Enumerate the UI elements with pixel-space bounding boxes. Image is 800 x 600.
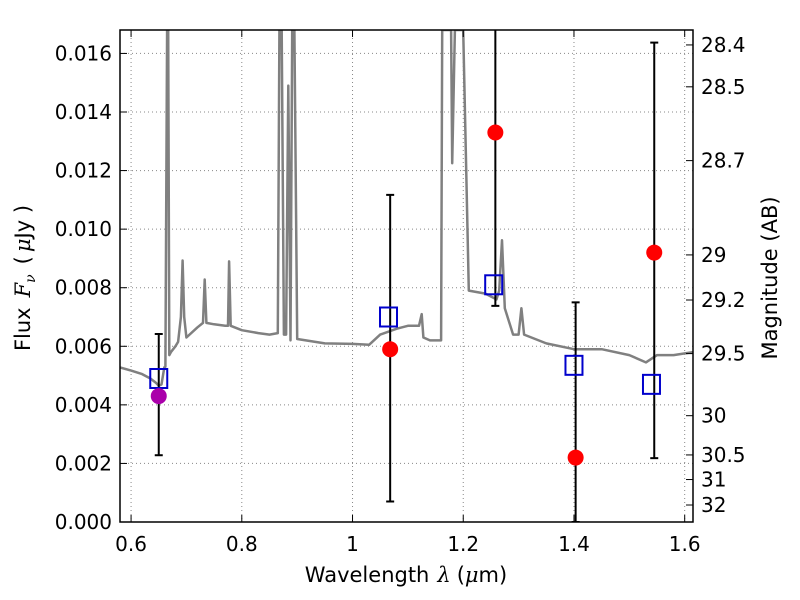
y2-tick-label: 30.5 xyxy=(701,443,746,467)
observed-point xyxy=(567,449,584,466)
y-axis-label: FluxFν(μJy ) xyxy=(11,205,39,351)
y2-tick-label: 30 xyxy=(701,404,726,428)
template-spectrum-line xyxy=(120,30,693,388)
model-point xyxy=(564,354,584,376)
x-tick-label: 1 xyxy=(346,532,359,556)
model-point xyxy=(149,368,169,389)
y-tick-label: 0.004 xyxy=(55,393,112,417)
model-point xyxy=(641,373,661,395)
x-tick-label: 1.6 xyxy=(669,532,701,556)
y2-tick-label: 29.2 xyxy=(701,288,746,312)
axis-ticks: 0.6 0.8 1 1.2 1.4 1.6 0.000 0.002 0.004 0.006 0.00… xyxy=(55,30,746,556)
y2-tick-label: 31 xyxy=(701,468,726,492)
y2-tick-label: 28.7 xyxy=(701,149,746,173)
y-tick-label: 0.012 xyxy=(55,159,112,183)
x-tick-label: 0.8 xyxy=(226,532,258,556)
model-point xyxy=(484,274,504,296)
y-tick-label: 0.006 xyxy=(55,334,112,358)
observed-point xyxy=(150,388,167,405)
y2-tick-label: 32 xyxy=(701,493,726,517)
y-tick-label: 0.010 xyxy=(55,217,112,241)
grid xyxy=(120,30,693,522)
y-tick-label: 0.002 xyxy=(55,451,112,475)
observed-point xyxy=(646,244,663,261)
observed-point xyxy=(382,341,399,358)
x-tick-label: 1.4 xyxy=(558,532,590,556)
x-tick-label: 1.2 xyxy=(447,532,479,556)
plot-frame xyxy=(119,29,694,523)
observed-point xyxy=(487,124,504,141)
plot-area xyxy=(120,30,693,522)
y2-tick-label: 29.5 xyxy=(701,342,746,366)
y2-tick-label: 28.4 xyxy=(701,33,746,57)
y-tick-label: 0.008 xyxy=(55,276,112,300)
y-tick-label: 0.000 xyxy=(55,510,112,534)
y2-tick-label: 28.5 xyxy=(701,75,746,99)
x-axis-label: Wavelength λ (μm) xyxy=(305,563,507,587)
y2-tick-label: 29 xyxy=(701,243,726,267)
y-tick-label: 0.016 xyxy=(55,41,112,65)
x-tick-label: 0.6 xyxy=(115,532,147,556)
y-tick-label: 0.014 xyxy=(55,100,112,124)
model-point xyxy=(379,306,399,328)
y2-axis-label: Magnitude (AB) xyxy=(758,196,782,359)
